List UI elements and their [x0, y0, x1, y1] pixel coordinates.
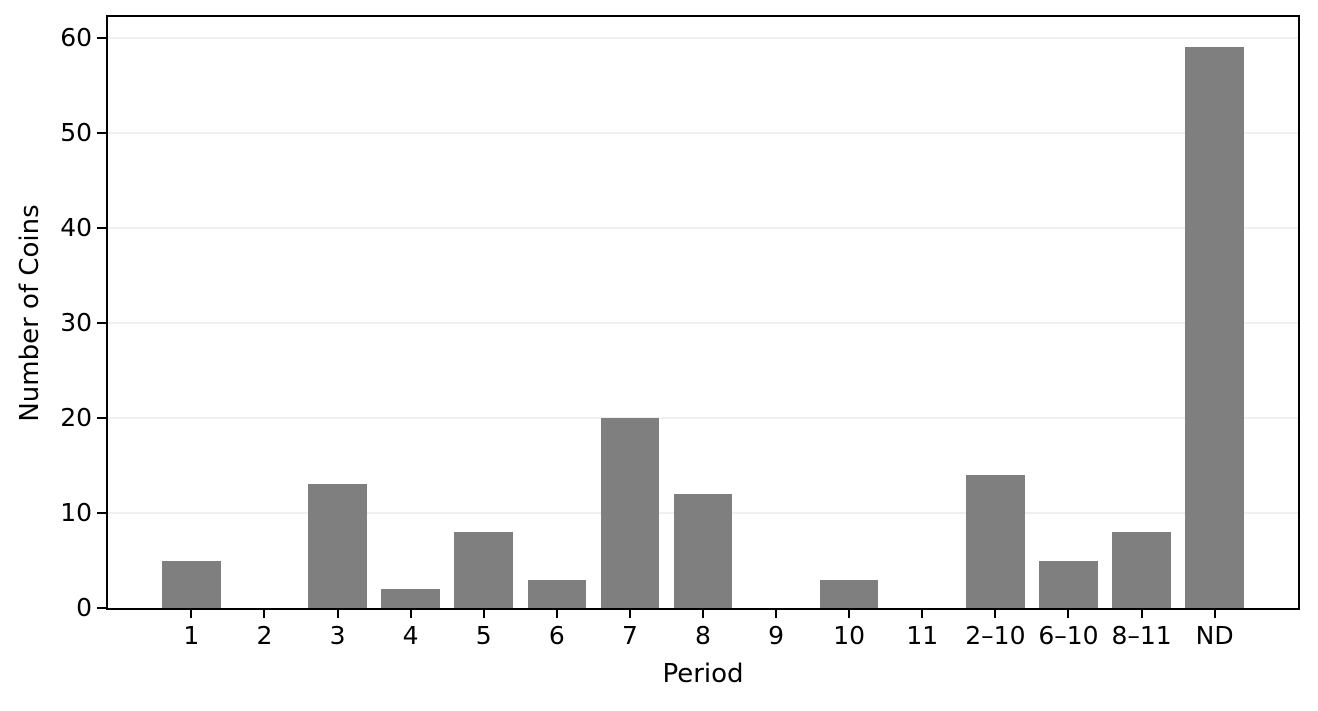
x-tick-mark [921, 610, 924, 618]
bar-6–10 [1039, 560, 1098, 608]
x-tick-label-11: 11 [906, 621, 939, 650]
x-tick-mark [775, 610, 778, 618]
bar-ND [1185, 47, 1244, 608]
gridline-y-60 [108, 36, 1298, 39]
x-tick-label-6: 6 [548, 621, 565, 650]
x-tick-label-3: 3 [329, 621, 346, 650]
x-tick-mark [482, 610, 485, 618]
bar-8–11 [1112, 532, 1171, 608]
x-axis-title: Period [662, 659, 744, 689]
x-tick-label-2: 2 [256, 621, 273, 650]
y-tick-label: 50 [60, 117, 92, 147]
bar-3 [308, 484, 367, 608]
x-tick-mark [1213, 610, 1216, 618]
y-tick-mark [97, 321, 106, 324]
bar-8 [673, 493, 733, 608]
x-tick-label-ND: ND [1195, 621, 1234, 650]
x-tick-label-8–11: 8–11 [1111, 621, 1172, 650]
gridline-y-20 [108, 416, 1298, 419]
x-tick-label-1: 1 [183, 621, 200, 650]
bar-2–10 [966, 474, 1025, 608]
x-tick-label-7: 7 [621, 621, 638, 650]
bar-6 [527, 579, 587, 608]
gridline-y-40 [108, 226, 1298, 229]
x-tick-mark [555, 610, 558, 618]
bar-1 [162, 560, 221, 608]
x-tick-label-5: 5 [475, 621, 492, 650]
y-tick-mark [97, 511, 106, 514]
x-tick-mark [1140, 610, 1143, 618]
y-tick-label: 40 [60, 212, 92, 242]
gridline-y-30 [108, 321, 1298, 324]
y-tick-mark [97, 36, 106, 39]
x-tick-label-8: 8 [695, 621, 711, 650]
x-tick-mark [409, 610, 412, 618]
y-tick-label: 20 [60, 402, 92, 432]
x-tick-label-10: 10 [833, 621, 866, 650]
bar-10 [819, 579, 879, 608]
plot-area [106, 15, 1300, 610]
y-tick-label: 30 [60, 307, 92, 337]
x-tick-mark [263, 610, 266, 618]
gridline-y-50 [108, 131, 1298, 134]
x-tick-label-6–10: 6–10 [1038, 621, 1099, 650]
y-tick-mark [97, 416, 106, 419]
y-tick-mark [97, 607, 106, 609]
x-tick-mark [994, 610, 997, 618]
y-tick-label: 10 [60, 497, 92, 527]
x-tick-mark [702, 610, 704, 618]
bar-4 [381, 589, 440, 608]
x-tick-mark [1067, 610, 1070, 618]
y-tick-label: 60 [60, 22, 92, 52]
y-tick-mark [97, 226, 106, 229]
x-tick-mark [848, 610, 851, 618]
x-tick-label-9: 9 [768, 621, 785, 650]
x-tick-mark [190, 610, 193, 618]
x-tick-label-4: 4 [402, 621, 419, 650]
x-tick-mark [628, 610, 631, 618]
x-tick-mark [336, 610, 339, 618]
x-tick-label-2–10: 2–10 [965, 621, 1026, 650]
y-tick-mark [97, 131, 106, 134]
bar-5 [454, 532, 513, 608]
y-tick-label: 0 [76, 593, 92, 622]
bar-7 [600, 417, 660, 608]
